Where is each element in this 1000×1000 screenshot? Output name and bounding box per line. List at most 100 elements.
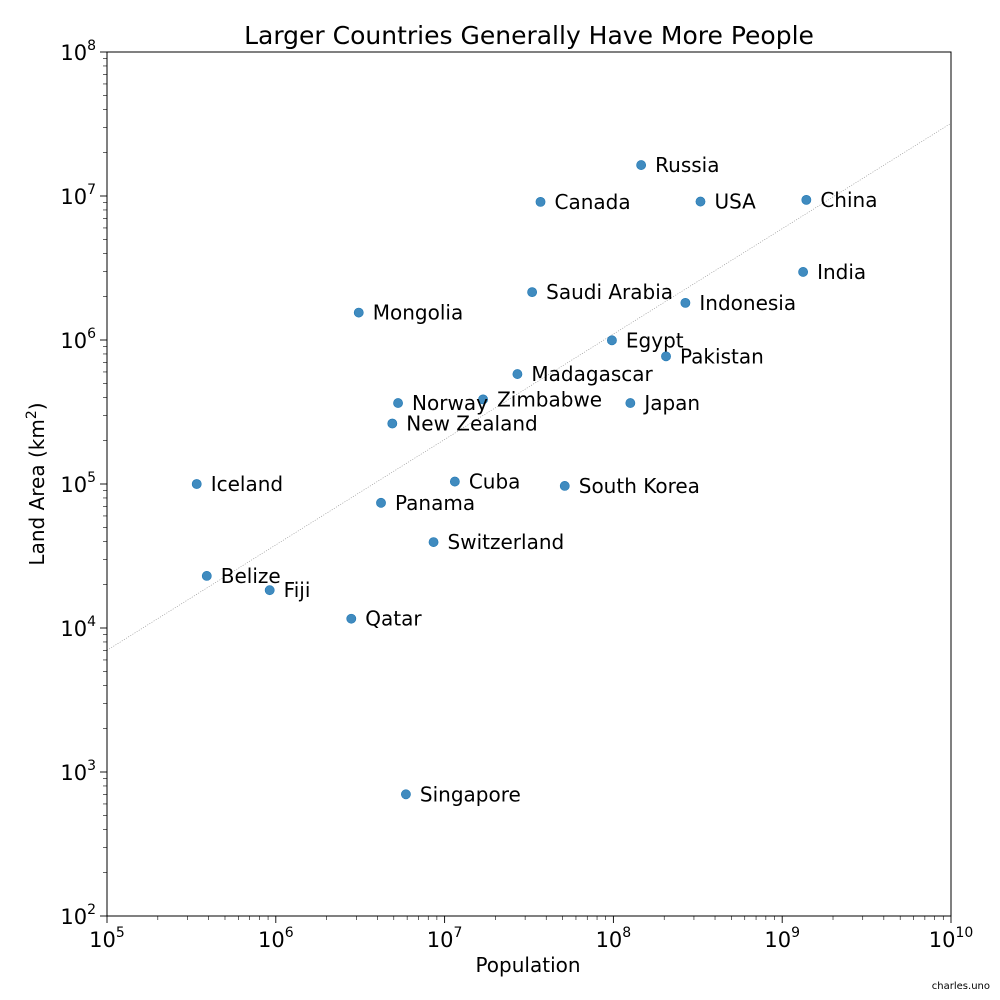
- data-point: [636, 160, 647, 170]
- data-point: [346, 613, 357, 624]
- data-point-label: Cuba: [469, 470, 521, 494]
- data-point-label: Japan: [642, 391, 700, 415]
- data-point: [625, 398, 636, 408]
- y-axis-label: Land Area (km2): [24, 402, 49, 565]
- data-point: [512, 369, 523, 379]
- credit-text: charles.uno: [931, 981, 990, 992]
- x-tick-base: 10: [258, 928, 285, 952]
- x-tick-base: 10: [427, 928, 454, 952]
- y-tick-base: 10: [60, 473, 87, 497]
- trend-line: [106, 123, 952, 651]
- data-point: [393, 398, 403, 408]
- y-tick-base: 10: [60, 617, 87, 641]
- x-tick-base: 10: [764, 928, 791, 952]
- data-point: [607, 335, 617, 346]
- x-tick-exponent: 10: [955, 925, 973, 941]
- data-point: [527, 287, 538, 298]
- data-point: [801, 194, 812, 205]
- data-point-label: Belize: [221, 564, 281, 588]
- data-point-label: Pakistan: [680, 344, 764, 368]
- data-point-label: New Zealand: [406, 412, 537, 436]
- y-tick-label: 108: [60, 38, 96, 65]
- x-tick-exponent: 5: [116, 925, 125, 941]
- x-tick-exponent: 7: [454, 925, 463, 941]
- y-tick-label: 106: [60, 326, 96, 353]
- data-point-label: Switzerland: [448, 530, 565, 554]
- data-point-label: China: [820, 188, 877, 212]
- data-point: [387, 418, 398, 429]
- data-point-label: South Korea: [579, 474, 700, 498]
- x-axis-label: Population: [475, 953, 580, 977]
- data-point: [401, 789, 411, 800]
- x-tick-label: 108: [596, 925, 632, 952]
- y-tick-base: 10: [60, 329, 87, 353]
- data-point-label: Zimbabwe: [497, 387, 602, 411]
- plot-frame: [106, 51, 952, 917]
- y-tick-exponent: 8: [87, 38, 96, 54]
- x-tick-exponent: 9: [791, 925, 800, 941]
- data-point: [449, 476, 460, 487]
- y-tick-exponent: 7: [87, 182, 96, 198]
- x-tick-exponent: 8: [622, 925, 631, 941]
- y-tick-label: 104: [60, 614, 96, 641]
- y-tick-base: 10: [60, 761, 87, 785]
- data-point-label: Fiji: [284, 578, 311, 602]
- data-point-label: Norway: [412, 391, 488, 415]
- data-point-label: Madagascar: [531, 362, 653, 386]
- data-point-label: Singapore: [420, 782, 521, 806]
- minor-ticks: [103, 58, 944, 920]
- data-point: [559, 481, 570, 491]
- data-point: [680, 297, 691, 308]
- y-axis-label-end: ): [25, 402, 49, 410]
- data-point: [191, 479, 202, 489]
- data-point-label: Egypt: [626, 328, 684, 352]
- x-tick-label: 105: [89, 925, 125, 952]
- x-tick-base: 10: [929, 928, 956, 952]
- y-tick-exponent: 4: [87, 614, 96, 630]
- data-point: [264, 585, 275, 596]
- trend-line-layer: [106, 123, 952, 651]
- data-point: [428, 537, 439, 547]
- y-tick-exponent: 6: [87, 326, 96, 342]
- y-tick-label: 102: [60, 902, 96, 929]
- data-point: [661, 351, 671, 362]
- y-tick-exponent: 2: [87, 902, 96, 918]
- data-point: [695, 196, 706, 207]
- data-point: [535, 196, 546, 207]
- y-tick-label: 105: [60, 470, 96, 497]
- data-point: [201, 571, 212, 581]
- data-point-label: Russia: [655, 153, 719, 177]
- x-tick-label: 1010: [929, 925, 974, 952]
- y-tick-exponent: 3: [87, 758, 96, 774]
- x-tick-base: 10: [596, 928, 623, 952]
- y-tick-label: 107: [60, 182, 96, 209]
- chart-title: Larger Countries Generally Have More Peo…: [244, 21, 814, 50]
- x-tick-label: 107: [427, 925, 463, 952]
- y-tick-exponent: 5: [87, 470, 96, 486]
- data-point-label: Canada: [555, 190, 631, 214]
- data-point: [798, 267, 809, 277]
- data-point: [376, 497, 386, 508]
- y-tick-base: 10: [60, 185, 87, 209]
- y-tick-base: 10: [60, 905, 87, 929]
- y-tick-base: 10: [60, 41, 87, 65]
- data-point-label: Iceland: [211, 472, 283, 496]
- x-tick-label: 106: [258, 925, 294, 952]
- x-tick-exponent: 6: [285, 925, 294, 941]
- y-axis-label-main: Land Area (km: [25, 419, 49, 565]
- y-tick-label: 103: [60, 758, 96, 785]
- data-point-label: Indonesia: [699, 291, 796, 315]
- data-points: Russia Canada USA China India Saudi Arabia Ind…: [191, 153, 877, 806]
- data-point: [353, 307, 364, 318]
- data-point: [478, 394, 488, 405]
- data-point-label: Qatar: [365, 607, 422, 631]
- y-axis-label-superscript: 2: [24, 410, 40, 419]
- data-point-label: Saudi Arabia: [546, 280, 673, 304]
- x-tick-label: 109: [764, 925, 800, 952]
- data-point-label: Panama: [395, 491, 475, 515]
- data-point-label: India: [817, 260, 866, 284]
- data-point-label: USA: [714, 190, 756, 214]
